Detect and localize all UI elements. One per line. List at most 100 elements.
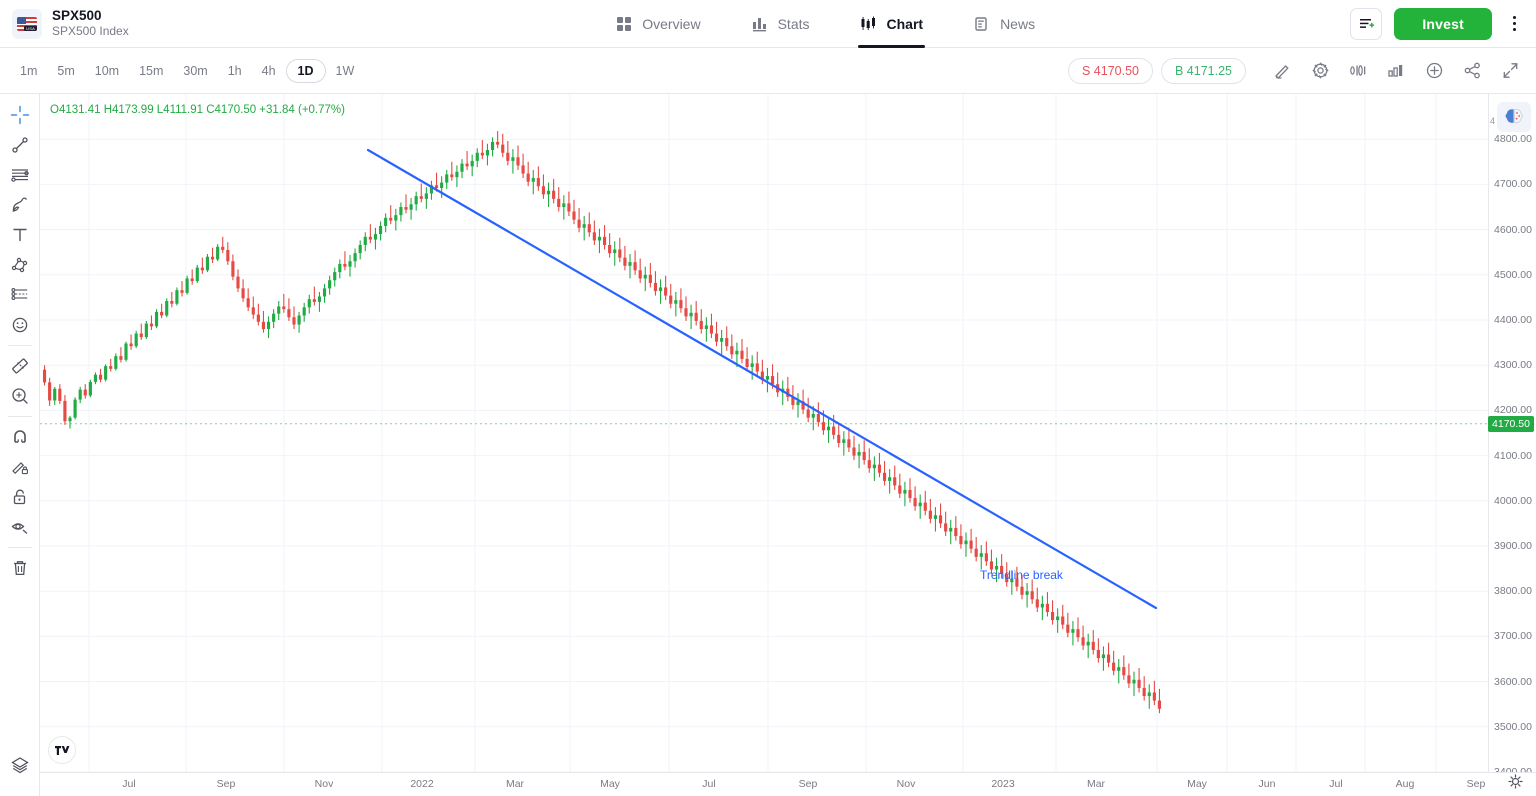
add-to-watchlist-button[interactable] — [1350, 7, 1383, 40]
candle-type-icon[interactable] — [1344, 57, 1372, 85]
draw-pencil-icon[interactable] — [1268, 57, 1296, 85]
trendline-break-label[interactable]: Trendline break — [980, 568, 1063, 582]
add-circle-icon[interactable] — [1420, 57, 1448, 85]
candle-body — [745, 358, 749, 368]
timeframe-list: 1m 5m 10m 15m 30m 1h 4h 1D 1W — [0, 58, 364, 83]
downtrend-line[interactable] — [366, 148, 1158, 610]
horizontal-lines-icon[interactable] — [4, 160, 36, 190]
candle-body — [1086, 641, 1090, 646]
candle-body — [989, 561, 994, 570]
timeframe-4h[interactable]: 4h — [261, 63, 276, 78]
tradingview-logo[interactable] — [48, 736, 76, 764]
candle-body — [689, 312, 693, 317]
candlestick-icon — [860, 15, 878, 33]
text-icon[interactable] — [4, 220, 36, 250]
candle-body — [129, 343, 133, 347]
time-tick-Aug: Aug — [1395, 778, 1415, 790]
brush-icon[interactable] — [4, 190, 36, 220]
price-tick-4000.00: 4000.00 — [1494, 494, 1532, 507]
indicators-icon[interactable] — [1382, 57, 1410, 85]
candle-body — [190, 278, 194, 282]
timeframe-1d[interactable]: 1D — [285, 58, 326, 83]
price-tick-4400.00: 4400.00 — [1494, 314, 1532, 326]
quote-buttons: S 4170.50 B 4171.25 — [1068, 57, 1246, 84]
timeframe-15m[interactable]: 15m — [139, 63, 164, 78]
candle-body — [328, 280, 332, 289]
candle-body — [1045, 603, 1050, 612]
candle-body — [903, 489, 907, 494]
lock-icon[interactable] — [4, 482, 36, 512]
candle-body — [684, 308, 688, 317]
candle-body — [98, 374, 103, 380]
magnet-icon[interactable] — [4, 422, 36, 452]
candle-body — [1112, 662, 1116, 671]
candle-body — [465, 163, 469, 167]
candle-body — [735, 350, 739, 355]
grid-icon — [615, 15, 633, 33]
candle-body — [669, 295, 673, 304]
emoji-icon[interactable] — [4, 310, 36, 340]
candle-body — [816, 414, 820, 423]
axis-partial-label: 4 — [1490, 116, 1496, 126]
time-axis[interactable]: Jul Sep Nov 2022 Mar May Jul Sep Nov 2023 Mar May Ju… — [40, 772, 1536, 796]
candle-body — [394, 215, 398, 221]
main-nav: Overview Stats Chart — [300, 0, 1350, 48]
candle-body — [643, 274, 647, 279]
sell-quote-button[interactable]: S 4170.50 — [1068, 57, 1153, 84]
candle-body — [821, 422, 826, 431]
candle-body — [226, 249, 230, 262]
timeframe-1m[interactable]: 1m — [20, 63, 38, 78]
chart-settings-icon[interactable] — [1504, 770, 1526, 792]
ohlc-legend: O4131.41 H4173.99 L4111.91 C4170.50 +31.… — [50, 104, 345, 116]
trash-icon[interactable] — [4, 553, 36, 583]
layers-icon[interactable] — [4, 750, 36, 780]
candle-body — [1152, 692, 1156, 701]
candle-body — [613, 249, 617, 254]
candle-body — [760, 371, 764, 380]
chart-canvas-area[interactable]: O4131.41 H4173.99 L4111.91 C4170.50 +31.… — [40, 94, 1488, 773]
settings-gear-icon[interactable] — [1306, 57, 1334, 85]
timeframe-30m[interactable]: 30m — [183, 63, 208, 78]
candle-body — [699, 320, 703, 330]
ruler-icon[interactable] — [4, 351, 36, 381]
kebab-menu-icon[interactable] — [1504, 8, 1524, 40]
fullscreen-collapse-icon[interactable] — [1496, 57, 1524, 85]
candle-body — [592, 232, 596, 241]
candle-body — [1035, 599, 1039, 608]
candle-body — [623, 257, 627, 266]
price-tick-4300.00: 4300.00 — [1494, 359, 1532, 372]
timeframe-10m[interactable]: 10m — [94, 63, 120, 78]
trend-line-icon[interactable] — [4, 130, 36, 160]
tab-news[interactable]: News — [971, 0, 1037, 48]
tab-overview[interactable]: Overview — [613, 0, 702, 48]
pattern-icon[interactable] — [4, 250, 36, 280]
tab-chart[interactable]: Chart — [857, 0, 926, 48]
candle-body — [552, 190, 556, 199]
timeframe-1w[interactable]: 1W — [335, 63, 355, 78]
candle-body — [272, 313, 276, 322]
share-icon[interactable] — [1458, 57, 1486, 85]
time-tick-2022: 2022 — [410, 778, 434, 790]
candle-body — [414, 196, 418, 205]
symbol-block[interactable]: USA SPX500 SPX500 Index — [0, 8, 300, 40]
candle-body — [160, 311, 164, 316]
candle-body — [1081, 637, 1085, 646]
ohlc-text: O4131.41 H4173.99 L4111.91 C4170.50 +31.… — [50, 104, 345, 116]
candle-body — [974, 548, 978, 557]
candle-body — [475, 152, 479, 161]
pencil-lock-icon[interactable] — [4, 452, 36, 482]
timeframe-1h[interactable]: 1h — [227, 63, 242, 78]
candle-body — [42, 369, 47, 383]
fib-levels-icon[interactable] — [4, 280, 36, 310]
invest-button[interactable]: Invest — [1394, 7, 1492, 40]
crosshair-icon[interactable] — [4, 100, 36, 130]
buy-quote-button[interactable]: B 4171.25 — [1161, 57, 1246, 84]
candle-body — [83, 389, 87, 396]
eye-hide-icon[interactable] — [4, 512, 36, 542]
ai-brain-icon[interactable] — [1497, 102, 1531, 132]
candle-body — [429, 185, 434, 194]
price-axis[interactable]: 4 4800.00 4700.00 4600.00 4500.00 4400.00 430… — [1488, 94, 1536, 778]
timeframe-5m[interactable]: 5m — [57, 63, 75, 78]
tab-stats[interactable]: Stats — [749, 0, 812, 48]
zoom-in-icon[interactable] — [4, 381, 36, 411]
